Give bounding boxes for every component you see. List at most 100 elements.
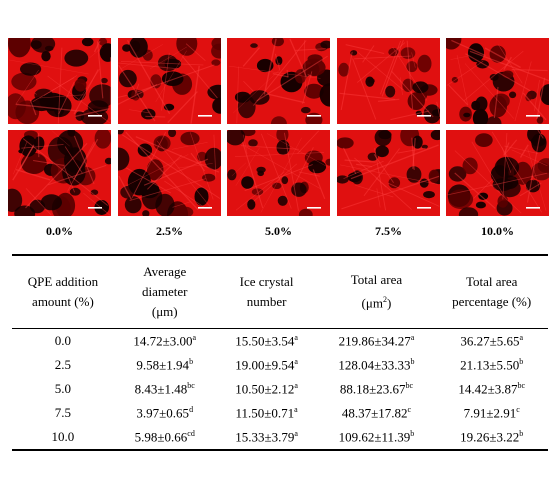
micrograph-10-0-bottom [446,130,549,216]
cell-value: 8.43±1.48 [134,381,188,397]
significance-letter: a [294,404,298,414]
panel-label: 5.0% [265,224,292,238]
table-cell-area: 88.18±23.67bc [317,377,435,401]
table-row: 2.5 9.58±1.94b 19.00±9.54a 128.04±33.33b 21.… [12,353,548,377]
significance-letter: a [519,332,524,342]
cell-value: 88.18±23.67 [339,381,406,397]
panel-label: 10.0% [481,224,514,238]
cell-value: 219.86±34.27 [338,333,411,349]
table-cell-diameter: 8.43±1.48bc [114,377,216,401]
cell-value: 109.62±11.39 [338,429,411,445]
cell-value: 9.58±1.94 [136,357,190,373]
micrograph-5-0-bottom [227,130,330,216]
significance-letter: d [189,404,194,414]
cell-value: 14.72±3.00 [133,333,193,349]
header-qpe-amount: QPE addition amount (%) [12,255,114,329]
micrograph-5-0-top [227,38,330,124]
significance-letter: bc [187,380,195,390]
table-header-row: QPE addition amount (%) Average diameter… [12,255,548,329]
table-cell-pct: 19.26±3.22b [435,425,548,450]
cell-value: 2.5 [54,357,72,372]
cell-value: 15.33±3.79 [235,429,295,445]
table-cell-area: 128.04±33.33b [317,353,435,377]
cell-value: 7.5 [54,405,72,420]
cell-value: 5.0 [54,381,72,396]
significance-letter: a [294,380,298,390]
header-line: Total area [350,272,403,288]
panel-label: 2.5% [156,224,183,238]
cell-value: 10.50±2.12 [235,381,295,397]
micrograph-7-5-bottom [337,130,440,216]
significance-letter: b [410,428,415,438]
table-cell-amount: 7.5 [12,401,114,425]
micrograph-7-5-top [337,38,440,124]
cell-value: 128.04±33.33 [338,357,411,373]
significance-letter: b [189,356,194,366]
header-line: Total area [465,274,518,289]
table-cell-amount: 2.5 [12,353,114,377]
header-line: QPE addition [27,274,99,289]
table-cell-number: 10.50±2.12a [216,377,318,401]
cell-value: 15.50±3.54 [235,333,295,349]
cell-value: 14.42±3.87 [458,381,518,397]
significance-letter: a [410,332,415,342]
table-cell-diameter: 9.58±1.94b [114,353,216,377]
table-cell-diameter: 3.97±0.65d [114,401,216,425]
cell-value: 0.0 [54,333,72,348]
significance-letter: cd [187,428,195,438]
table-row: 7.5 3.97±0.65d 11.50±0.71a 48.37±17.82c 7.91… [12,401,548,425]
header-total-area-percentage: Total area percentage (%) [435,255,548,329]
cell-value: 11.50±0.71 [235,405,295,421]
micrograph-row-top [8,38,552,124]
table-cell-number: 15.50±3.54a [216,329,318,354]
header-ice-crystal-number: Ice crystal number [216,255,318,329]
cell-value: 19.00±9.54 [235,357,295,373]
table-cell-number: 11.50±0.71a [216,401,318,425]
cell-value: 48.37±17.82 [341,405,408,421]
cell-value: 36.27±5.65 [460,333,520,349]
micrograph-2-5-top [118,38,221,124]
micrograph-2-5-bottom [118,130,221,216]
micrograph-labels: 0.0% 2.5% 5.0% 7.5% 10.0% [8,224,552,242]
table-row: 10.0 5.98±0.66cd 15.33±3.79a 109.62±11.39b 1… [12,425,548,450]
significance-letter: c [516,404,520,414]
table-cell-diameter: 14.72±3.00a [114,329,216,354]
table-cell-area: 48.37±17.82c [317,401,435,425]
table-cell-area: 219.86±34.27a [317,329,435,354]
significance-letter: c [407,404,412,414]
header-line: (μm) [151,304,178,319]
table-row: 5.0 8.43±1.48bc 10.50±2.12a 88.18±23.67bc 14… [12,377,548,401]
cell-value: 10.0 [51,429,75,444]
significance-letter: bc [405,380,414,390]
micrograph-10-0-top [446,38,549,124]
significance-letter: b [519,356,524,366]
cell-value: 7.91±2.91 [463,405,517,421]
panel-label: 0.0% [46,224,73,238]
table-cell-pct: 36.27±5.65a [435,329,548,354]
significance-letter: b [410,356,415,366]
micrograph-0-0-top [8,38,111,124]
header-average-diameter: Average diameter (μm) [114,255,216,329]
panel-label: 7.5% [375,224,402,238]
header-line: amount (%) [32,294,94,309]
header-line: number [246,294,287,309]
table-cell-pct: 7.91±2.91c [435,401,548,425]
significance-letter: a [192,332,197,342]
significance-letter: a [294,332,298,342]
header-line: (μm2) [319,290,433,313]
table-cell-diameter: 5.98±0.66cd [114,425,216,450]
micrograph-0-0-bottom [8,130,111,216]
table-cell-amount: 10.0 [12,425,114,450]
table-cell-number: 15.33±3.79a [216,425,318,450]
header-unit: (μm [361,295,383,311]
header-unit-sup: 2 [382,295,387,305]
table-cell-number: 19.00±9.54a [216,353,318,377]
micrograph-row-bottom [8,130,552,216]
significance-letter: a [294,428,298,438]
significance-letter: bc [517,380,526,390]
header-unit-tail: ) [386,295,392,311]
significance-letter: b [519,428,524,438]
table-row: 0.0 14.72±3.00a 15.50±3.54a 219.86±34.27a 36… [12,329,548,354]
header-line: diameter [142,284,188,299]
header-line: Average [143,264,187,279]
